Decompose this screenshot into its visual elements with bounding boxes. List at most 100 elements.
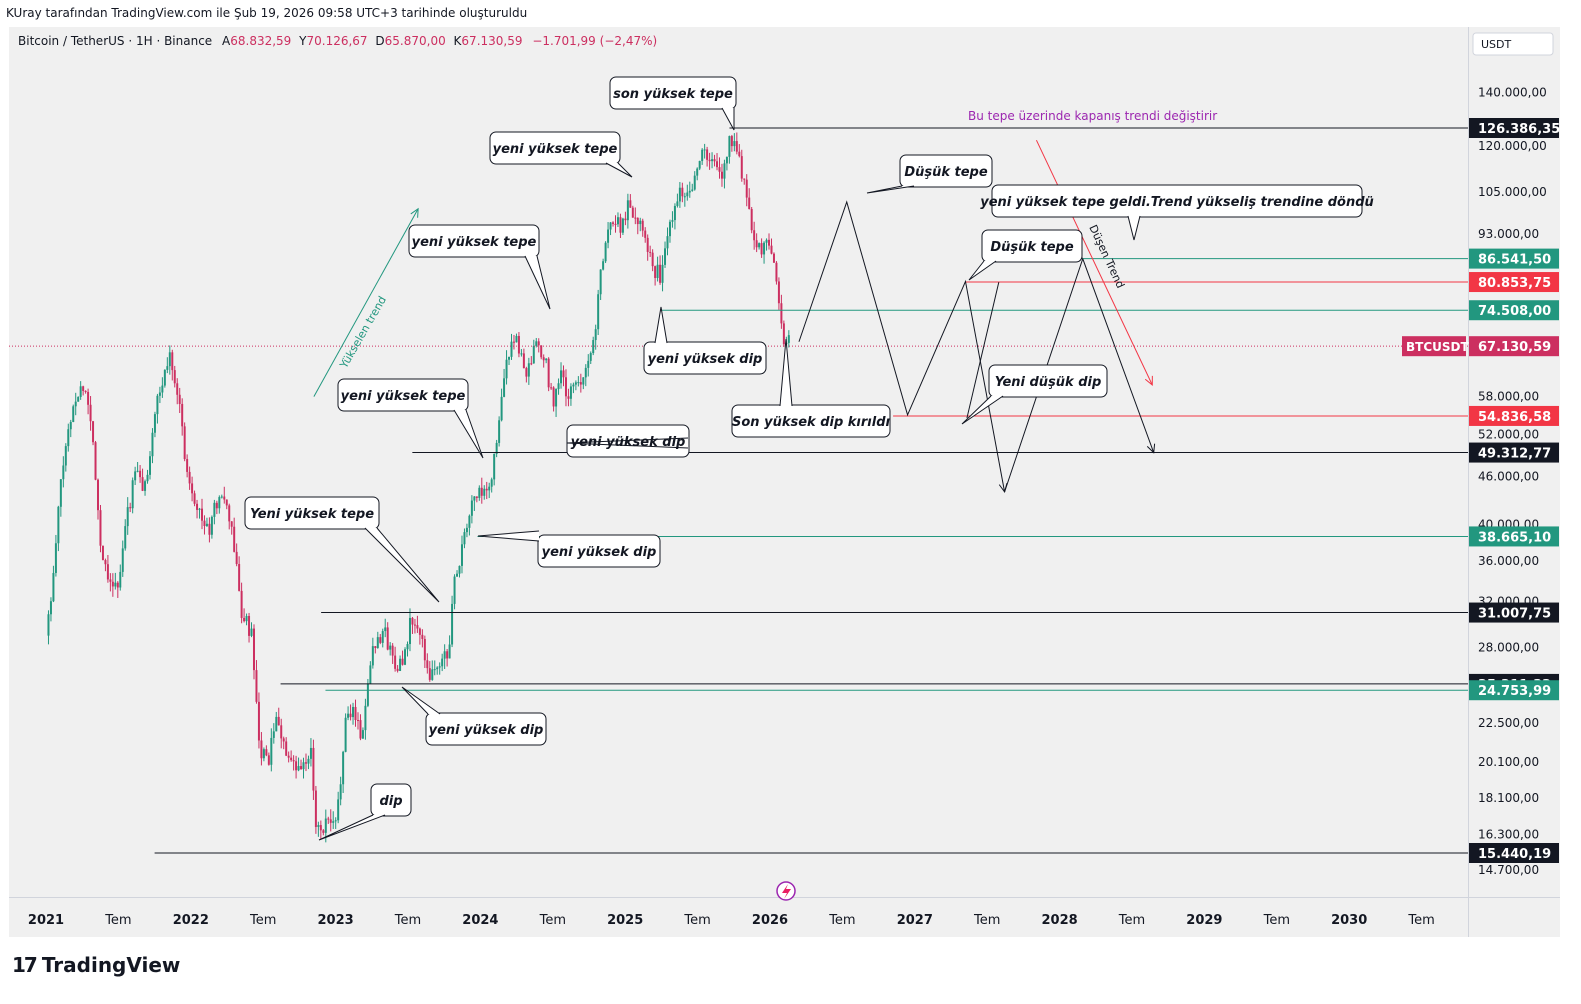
candle[interactable]	[768, 233, 771, 250]
candle[interactable]	[651, 249, 654, 272]
candle[interactable]	[460, 535, 463, 574]
candle[interactable]	[210, 515, 213, 539]
candle[interactable]	[356, 712, 359, 730]
candle[interactable]	[413, 618, 416, 634]
candle[interactable]	[262, 747, 265, 762]
candle[interactable]	[54, 534, 57, 577]
candle[interactable]	[708, 152, 711, 170]
candle[interactable]	[131, 477, 134, 514]
candle[interactable]	[451, 595, 454, 648]
callout-bubble[interactable]: yeni yüksek dip	[401, 686, 547, 746]
candle[interactable]	[381, 628, 384, 648]
candle[interactable]	[614, 215, 617, 233]
candle[interactable]	[146, 469, 149, 484]
candle[interactable]	[116, 581, 119, 598]
candle[interactable]	[366, 678, 369, 708]
candle[interactable]	[121, 540, 124, 577]
candle[interactable]	[654, 265, 657, 286]
candle[interactable]	[748, 188, 751, 210]
candle[interactable]	[57, 505, 60, 552]
candle[interactable]	[431, 660, 434, 681]
candle[interactable]	[656, 256, 659, 282]
currency-box[interactable]	[1472, 32, 1554, 56]
candle[interactable]	[671, 211, 674, 228]
candle[interactable]	[411, 616, 414, 634]
candle[interactable]	[787, 330, 790, 348]
candle[interactable]	[302, 757, 305, 779]
candle[interactable]	[527, 357, 530, 385]
candle[interactable]	[178, 387, 181, 414]
candle[interactable]	[668, 219, 671, 243]
candle[interactable]	[319, 820, 322, 840]
candle[interactable]	[337, 791, 340, 824]
candle[interactable]	[711, 152, 714, 169]
candle[interactable]	[354, 699, 357, 727]
trend-change-note[interactable]: Bu tepe üzerinde kapanış trendi değiştir…	[968, 109, 1217, 123]
candle[interactable]	[399, 655, 402, 672]
candle[interactable]	[260, 732, 263, 766]
price-level-badge[interactable]: 31.007,75	[1469, 602, 1559, 623]
candle[interactable]	[163, 369, 166, 388]
candle[interactable]	[119, 564, 122, 591]
candle[interactable]	[567, 388, 570, 407]
candle[interactable]	[198, 507, 201, 519]
candle[interactable]	[230, 521, 233, 535]
candle[interactable]	[376, 631, 379, 649]
candle[interactable]	[564, 369, 567, 407]
candle[interactable]	[456, 570, 459, 577]
candle[interactable]	[775, 261, 778, 285]
candle[interactable]	[636, 217, 639, 235]
candle[interactable]	[312, 739, 315, 800]
candle[interactable]	[161, 377, 164, 398]
candle[interactable]	[508, 356, 511, 365]
candle[interactable]	[535, 337, 538, 348]
candle[interactable]	[213, 499, 216, 525]
candle[interactable]	[770, 238, 773, 255]
candle[interactable]	[406, 641, 409, 657]
candle[interactable]	[89, 396, 92, 431]
candle[interactable]	[579, 373, 582, 393]
candle[interactable]	[473, 496, 476, 511]
candle[interactable]	[126, 497, 129, 535]
candle[interactable]	[277, 707, 280, 726]
candle[interactable]	[676, 193, 679, 208]
candle[interactable]	[696, 167, 699, 181]
candle[interactable]	[616, 212, 619, 227]
candle[interactable]	[475, 496, 478, 503]
callout-bubble[interactable]: Düşük tepe	[968, 229, 1083, 281]
price-level-badge[interactable]: 86.541,50	[1469, 248, 1559, 269]
candle[interactable]	[401, 650, 404, 666]
candle[interactable]	[208, 517, 211, 543]
scenario-projection-path[interactable]	[1004, 257, 1155, 493]
candle[interactable]	[446, 649, 449, 667]
candle[interactable]	[463, 528, 466, 549]
candle[interactable]	[510, 333, 513, 360]
callout-bubble[interactable]: yeni yüksek dip	[477, 530, 661, 568]
candle[interactable]	[344, 713, 347, 753]
candle[interactable]	[569, 383, 572, 406]
price-level-badge[interactable]: 126.386,35	[1469, 118, 1560, 138]
candle[interactable]	[218, 495, 221, 514]
candle[interactable]	[609, 222, 612, 236]
candle[interactable]	[168, 345, 171, 375]
candle[interactable]	[287, 751, 290, 763]
candle[interactable]	[592, 336, 595, 356]
candle[interactable]	[582, 377, 585, 390]
candle[interactable]	[176, 378, 179, 405]
candle[interactable]	[597, 289, 600, 335]
symbol-legend[interactable]: Bitcoin / TetherUS · 1H · Binance A68.83…	[18, 34, 657, 48]
candle[interactable]	[233, 517, 236, 553]
candle[interactable]	[109, 573, 112, 592]
scenario-projection-path[interactable]	[798, 200, 1006, 492]
candle[interactable]	[555, 388, 558, 417]
candle[interactable]	[225, 499, 228, 510]
candle[interactable]	[560, 362, 563, 389]
price-level-badge[interactable]: 49.312,77	[1469, 442, 1559, 463]
tradingview-logo[interactable]: 17 TradingView	[12, 953, 180, 977]
price-level-badge[interactable]: 38.665,10	[1469, 526, 1559, 547]
candle[interactable]	[691, 183, 694, 192]
candle[interactable]	[641, 218, 644, 237]
candle[interactable]	[265, 745, 268, 757]
candle[interactable]	[304, 753, 307, 772]
candle[interactable]	[379, 634, 382, 645]
